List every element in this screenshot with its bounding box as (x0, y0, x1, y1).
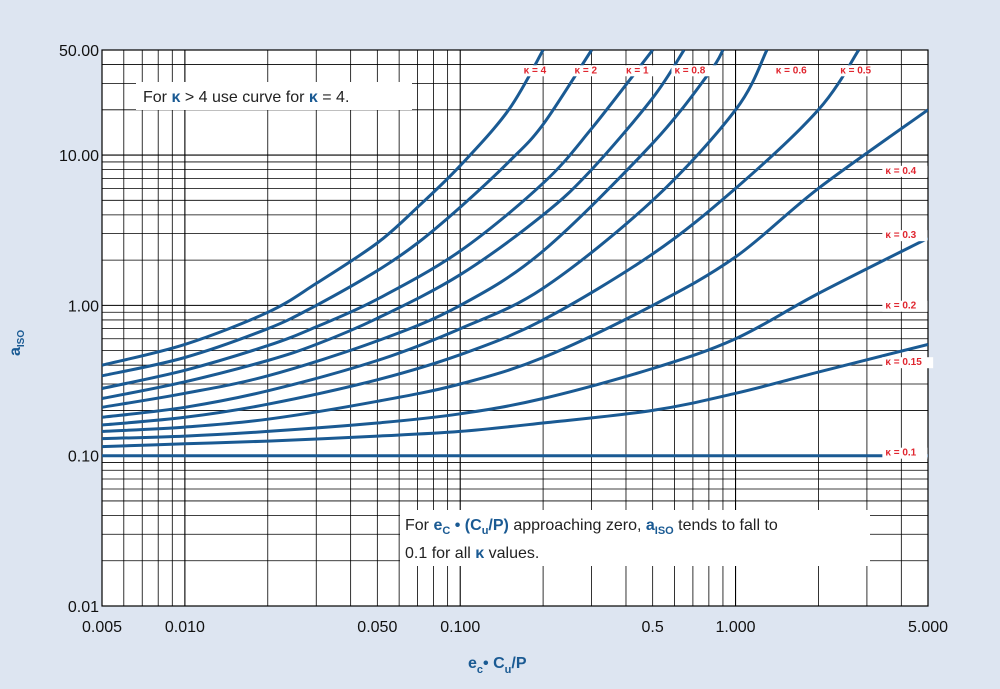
kappa-label-bg (622, 65, 657, 77)
kappa-label: κ = 4 (520, 65, 555, 77)
curve-series (102, 50, 725, 409)
bottom-note-line1: For eC • (Cu/P) approaching zero, aISO t… (405, 517, 778, 537)
kappa-label: κ = 1 (622, 65, 657, 77)
kappa-label-text: κ = 1 (626, 65, 649, 76)
kappa-label-text: κ = 0.5 (840, 65, 871, 76)
kappa-label-bg (882, 300, 928, 312)
kappa-label-text: κ = 0.6 (776, 65, 807, 76)
kappa-label-text: κ = 0.1 (885, 448, 916, 459)
y-tick-label: 50.00 (59, 43, 99, 60)
curve-series (102, 108, 928, 433)
curve-series (102, 50, 654, 390)
kappa-label: κ = 0.4 (882, 165, 928, 177)
x-axis-title: ec• Cu/P (468, 655, 527, 676)
curve-series (102, 50, 545, 367)
kappa-label-bg (837, 65, 883, 77)
y-tick-label: 0.01 (68, 599, 99, 616)
x-tick-label: 0.005 (82, 619, 122, 636)
kappa-label-text: κ = 2 (574, 65, 597, 76)
kappa-label: κ = 0.8 (671, 65, 717, 77)
curves (102, 50, 928, 458)
kappa-label-bg (671, 65, 717, 77)
kappa-label-bg (571, 65, 606, 77)
kappa-label-bg (882, 447, 928, 459)
bottom-note-line2: 0.1 for all κ values. (405, 545, 539, 562)
kappa-label-text: κ = 0.2 (885, 301, 916, 312)
kappa-label-text: κ = 0.3 (885, 230, 916, 241)
y-axis-title: aISO (7, 330, 27, 356)
x-tick-labels: 0.005 0.010 0.050 0.100 0.5 1.000 5.000 (82, 619, 948, 636)
kappa-label: κ = 0.3 (882, 230, 928, 242)
kappa-label-bg (882, 165, 928, 177)
x-tick-label: 0.010 (165, 619, 205, 636)
kappa-label: κ = 0.1 (882, 447, 928, 459)
x-tick-label: 0.100 (440, 619, 480, 636)
y-tick-labels: 50.00 10.00 1.00 0.10 0.01 (59, 43, 99, 616)
kappa-label-text: κ = 4 (524, 65, 547, 76)
kappa-label-text: κ = 0.8 (674, 65, 705, 76)
plot-frame (101, 49, 929, 607)
curve-series (102, 50, 860, 427)
x-tick-label: 1.000 (716, 619, 756, 636)
kappa-label: κ = 0.15 (882, 357, 934, 369)
curve-series (102, 50, 593, 378)
curve-series (102, 342, 928, 449)
x-tick-label: 0.050 (357, 619, 397, 636)
kappa-label-bg (882, 357, 934, 369)
curve-series (102, 50, 686, 400)
kappa-label-text: κ = 0.15 (885, 357, 922, 368)
x-tick-label: 0.5 (642, 619, 664, 636)
kappa-label: κ = 0.2 (882, 300, 928, 312)
kappa-label-bg (882, 230, 928, 242)
kappa-labels: κ = 4 κ = 2 κ = 1 κ = 0.8 κ = 0.6 κ = 0.5 κ = … (520, 65, 934, 459)
x-tick-label: 5.000 (908, 619, 948, 636)
y-tick-label: 1.00 (68, 298, 99, 315)
kappa-label: κ = 2 (571, 65, 606, 77)
kappa-label: κ = 0.5 (837, 65, 883, 77)
y-tick-label: 10.00 (59, 148, 99, 165)
kappa-label-bg (520, 65, 555, 77)
bottom-note: For eC • (Cu/P) approaching zero, aISO t… (400, 510, 870, 566)
curve-series (102, 50, 769, 419)
kappa-label-bg (772, 65, 818, 77)
kappa-label: κ = 0.6 (772, 65, 818, 77)
top-note: For κ > 4 use curve for κ = 4. (136, 82, 412, 110)
top-note-text: For κ > 4 use curve for κ = 4. (143, 89, 349, 106)
y-tick-label: 0.10 (68, 449, 99, 466)
kappa-label-text: κ = 0.4 (885, 166, 916, 177)
curve-series (102, 236, 928, 441)
